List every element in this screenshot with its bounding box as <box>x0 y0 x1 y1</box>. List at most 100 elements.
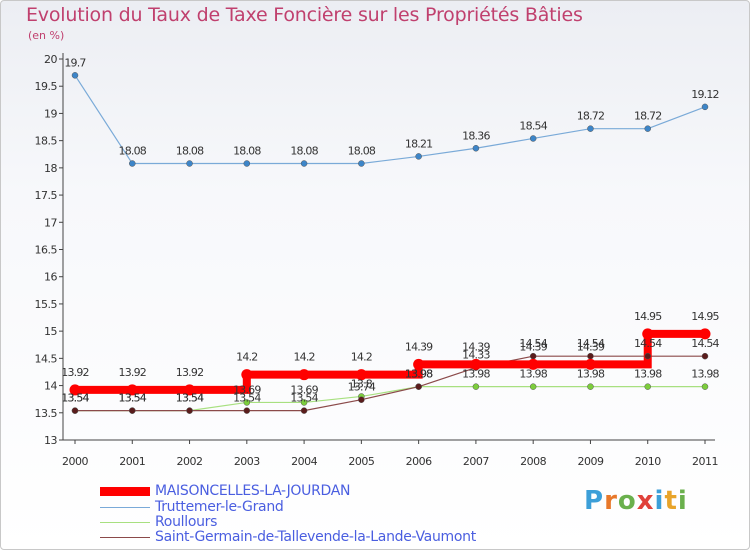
data-point-maisoncelles <box>355 369 367 381</box>
data-label-roullours: 13.54 <box>61 392 89 405</box>
data-point-truttemer <box>529 135 537 142</box>
data-point-truttemer <box>644 125 651 132</box>
legend-swatch-saint-germain <box>100 537 150 538</box>
data-label-truttemer: 18.54 <box>519 119 547 132</box>
series-line-truttemer <box>74 75 706 165</box>
data-point-maisoncelles <box>470 358 482 370</box>
data-label-roullours: 13.54 <box>119 392 147 405</box>
data-label-maisoncelles: 14.95 <box>691 310 719 323</box>
data-point-truttemer <box>587 125 594 132</box>
data-label-maisoncelles: 13.92 <box>61 366 89 379</box>
data-label-maisoncelles: 13.92 <box>176 366 204 379</box>
y-tick-label: 20 <box>44 53 57 66</box>
data-point-saint-germain <box>415 383 422 390</box>
data-point-saint-germain <box>186 407 193 414</box>
data-label-maisoncelles: 14.39 <box>405 340 433 353</box>
legend-label-truttemer: Truttemer-le-Grand <box>155 499 284 515</box>
data-point-maisoncelles <box>184 384 196 396</box>
data-label-saint-germain: 14.54 <box>634 337 662 350</box>
data-label-saint-germain: 13.54 <box>176 392 204 405</box>
chart-title: Evolution du Taux de Taxe Foncière sur l… <box>26 4 583 26</box>
data-label-saint-germain: 13.54 <box>61 392 89 405</box>
data-label-truttemer: 18.08 <box>176 145 204 158</box>
data-point-maisoncelles <box>699 328 711 340</box>
data-label-roullours: 13.98 <box>577 368 605 381</box>
data-label-saint-germain: 13.54 <box>119 392 147 405</box>
data-label-maisoncelles: 14.39 <box>519 340 547 353</box>
x-tick-label: 2008 <box>520 455 546 468</box>
data-label-roullours: 13.98 <box>405 368 433 381</box>
y-tick-label: 19 <box>44 107 57 120</box>
legend-label-saint-germain: Saint-Germain-de-Tallevende-la-Lande-Vau… <box>155 529 476 545</box>
y-tick-label: 17 <box>44 216 57 229</box>
data-point-saint-germain <box>300 407 308 414</box>
data-label-truttemer: 18.72 <box>577 110 605 123</box>
data-point-roullours <box>243 399 251 406</box>
x-tick-label: 2007 <box>463 455 489 468</box>
series-line-maisoncelles <box>75 329 705 394</box>
x-tick-label: 2001 <box>119 455 145 468</box>
x-tick-label: 2009 <box>577 455 603 468</box>
data-label-truttemer: 18.36 <box>462 129 490 142</box>
y-tick-label: 19.5 <box>35 80 58 93</box>
y-tick-label: 15.5 <box>35 298 58 311</box>
y-tick-label: 13 <box>44 434 57 447</box>
data-point-saint-germain <box>587 352 594 360</box>
data-label-saint-germain: 14.54 <box>691 337 719 350</box>
data-label-roullours: 13.98 <box>691 368 719 381</box>
data-point-saint-germain <box>701 352 709 360</box>
data-label-truttemer: 18.08 <box>233 145 261 158</box>
data-label-roullours: 13.69 <box>233 383 261 396</box>
data-point-truttemer <box>701 103 709 111</box>
data-point-maisoncelles <box>584 358 596 370</box>
x-tick-label: 2006 <box>406 455 432 468</box>
legend-item-maisoncelles: MAISONCELLES-LA-JOURDAN <box>100 483 560 500</box>
data-point-roullours <box>701 383 709 390</box>
x-tick-label: 2004 <box>291 455 317 468</box>
data-label-truttemer: 18.08 <box>290 145 318 158</box>
data-label-maisoncelles: 14.2 <box>351 351 372 364</box>
data-label-maisoncelles: 14.95 <box>634 310 662 323</box>
data-label-roullours: 13.98 <box>462 368 490 381</box>
data-point-maisoncelles <box>241 369 253 381</box>
data-point-roullours <box>587 383 594 390</box>
data-label-maisoncelles: 14.2 <box>293 351 314 364</box>
y-unit-label: (en %) <box>28 29 65 42</box>
data-label-truttemer: 18.08 <box>119 145 147 158</box>
y-tick-label: 16 <box>44 271 57 284</box>
x-tick-label: 2000 <box>62 455 88 468</box>
data-point-truttemer <box>358 160 365 167</box>
data-point-truttemer <box>415 153 422 160</box>
legend-item-roullours: Roullours <box>100 514 560 531</box>
data-point-truttemer <box>71 72 79 79</box>
data-point-roullours <box>644 383 651 390</box>
data-label-maisoncelles: 14.39 <box>577 340 605 353</box>
y-tick-label: 18.5 <box>35 135 58 148</box>
data-label-saint-germain: 13.98 <box>405 368 433 381</box>
proxiti-logo: Proxiti <box>584 486 688 516</box>
legend-swatch-roullours <box>100 522 150 523</box>
data-point-maisoncelles <box>642 328 654 340</box>
data-point-roullours <box>300 399 308 406</box>
data-label-roullours: 13.54 <box>176 392 204 405</box>
data-label-maisoncelles: 14.2 <box>236 351 257 364</box>
data-point-saint-germain <box>129 407 136 414</box>
data-point-truttemer <box>129 160 136 167</box>
y-tick-label: 17.5 <box>35 189 58 202</box>
y-tick-label: 14 <box>44 380 57 393</box>
legend-item-truttemer: Truttemer-le-Grand <box>100 499 560 516</box>
data-label-roullours: 13.98 <box>519 368 547 381</box>
legend-swatch-truttemer <box>100 507 150 508</box>
data-label-roullours: 13.69 <box>290 383 318 396</box>
data-label-saint-germain: 14.54 <box>577 337 605 350</box>
x-tick-label: 2002 <box>177 455 203 468</box>
data-label-truttemer: 19.12 <box>691 88 719 101</box>
data-label-truttemer: 18.72 <box>634 110 662 123</box>
data-point-saint-germain <box>529 352 537 360</box>
legend-label-roullours: Roullours <box>155 514 218 530</box>
y-tick-label: 15 <box>44 325 57 338</box>
data-point-saint-germain <box>243 407 251 414</box>
x-tick-label: 2010 <box>635 455 661 468</box>
legend-label-maisoncelles: MAISONCELLES-LA-JOURDAN <box>155 483 351 499</box>
